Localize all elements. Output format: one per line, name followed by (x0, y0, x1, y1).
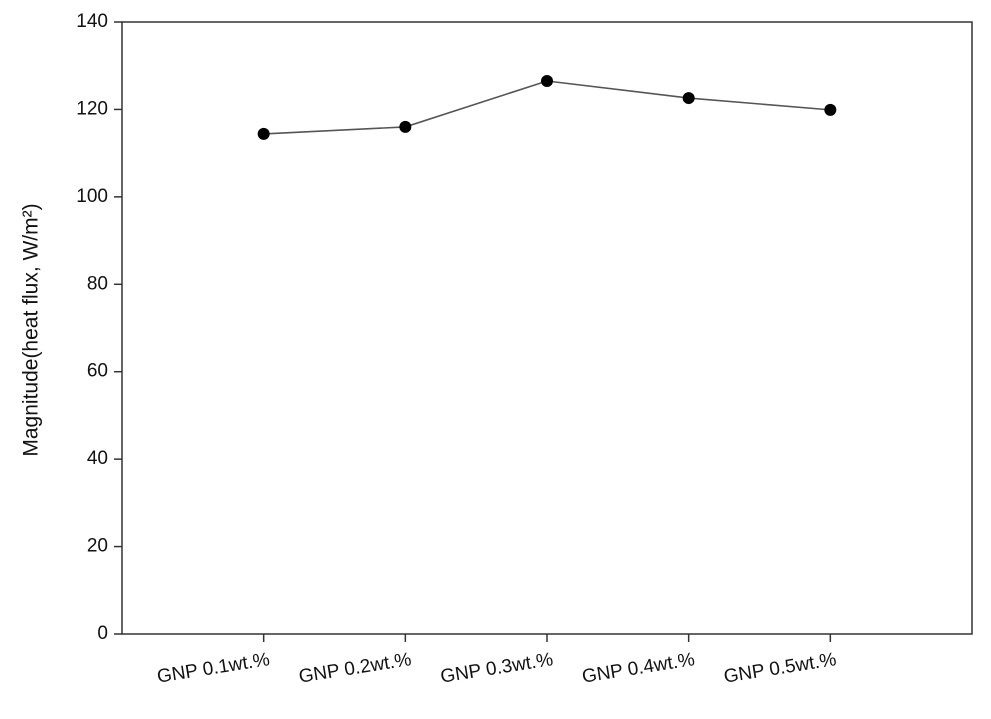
plot-frame (121, 21, 973, 635)
y-tick-label: 100 (76, 186, 108, 207)
x-tick-label: GNP 0.1wt.% (156, 649, 272, 688)
x-tick-label: GNP 0.5wt.% (722, 649, 838, 688)
x-tick-label: GNP 0.4wt.% (581, 649, 697, 688)
marker (257, 127, 270, 140)
y-tick-label: 0 (97, 623, 108, 644)
x-tick-label: GNP 0.2wt.% (297, 649, 413, 688)
y-tick-label: 140 (76, 11, 108, 32)
marker (824, 103, 837, 116)
y-tick-label: 120 (76, 98, 108, 119)
marker (399, 120, 412, 133)
y-axis-label: Magnitude(heat flux, W/m²) (20, 203, 43, 456)
y-tick-label: 60 (87, 361, 108, 382)
y-tick-label: 40 (87, 448, 108, 469)
y-tick-label: 20 (87, 536, 108, 557)
marker (541, 75, 553, 88)
line (263, 80, 831, 135)
marker (682, 92, 695, 105)
y-tick-label: 80 (87, 273, 108, 294)
x-tick-label: GNP 0.3wt.% (439, 649, 555, 688)
